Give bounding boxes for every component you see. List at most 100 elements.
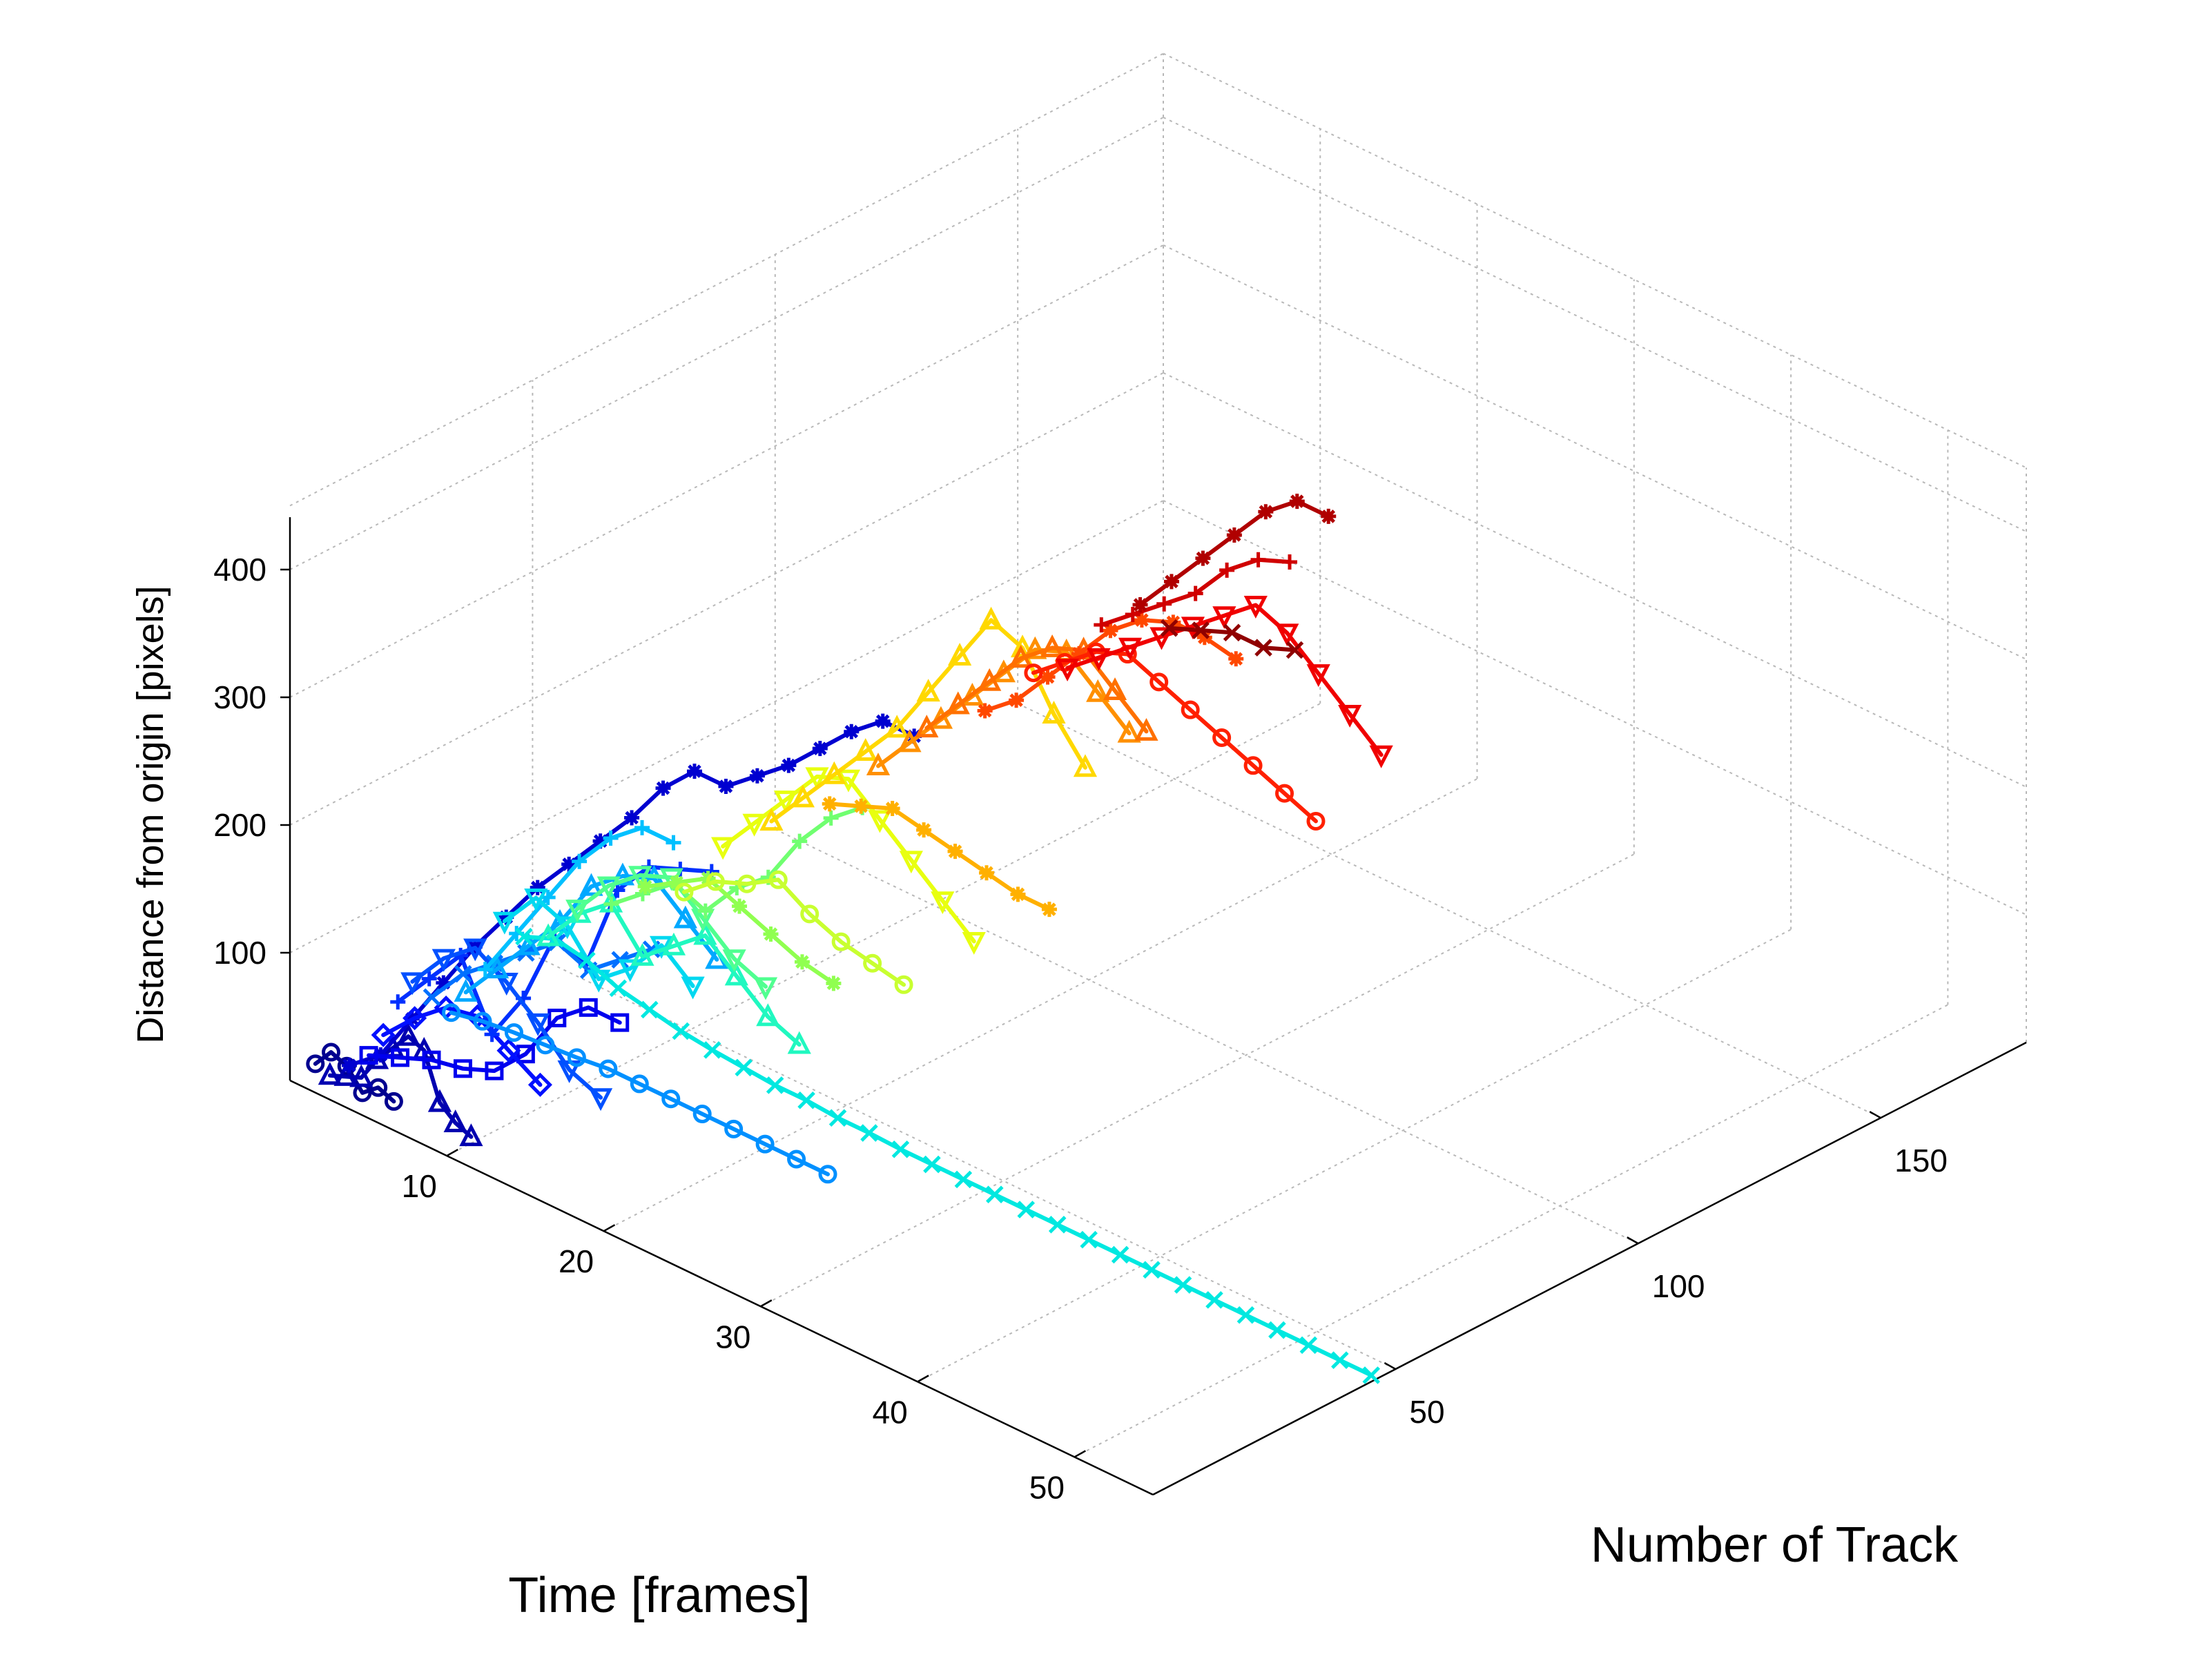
data-point-marker: [477, 962, 493, 978]
x-tick-label: 50: [1029, 1469, 1065, 1505]
data-point-marker: [1187, 585, 1203, 601]
data-point-marker: [800, 904, 819, 924]
data-point-marker: [634, 819, 650, 835]
data-point-marker: [565, 900, 590, 923]
data-point-marker: [1094, 617, 1109, 633]
data-point-marker: [1174, 1276, 1192, 1294]
data-point-marker: [792, 833, 808, 849]
data-point-marker: [641, 1000, 659, 1019]
data-point-marker: [610, 862, 635, 886]
data-point-marker: [1040, 634, 1065, 657]
grid-line-x: [603, 778, 1478, 1232]
data-point-marker: [1250, 552, 1266, 567]
series-track-108: [822, 796, 1057, 918]
data-point-marker: [675, 882, 694, 902]
data-point-marker: [1362, 1366, 1381, 1384]
data-point-marker: [1134, 612, 1149, 628]
data-point-marker: [526, 1013, 550, 1036]
x-tick-mark: [446, 1149, 458, 1157]
data-point-marker: [954, 1170, 973, 1189]
data-point-marker: [1042, 701, 1066, 724]
data-point-marker: [561, 856, 577, 872]
data-point-marker: [1023, 636, 1047, 659]
data-point-marker: [1055, 659, 1080, 682]
data-point-marker: [516, 932, 541, 955]
data-point-marker: [737, 874, 757, 893]
data-point-marker: [484, 1027, 500, 1042]
data-point-marker: [1073, 754, 1098, 777]
data-point-marker: [527, 1072, 552, 1097]
data-point-marker: [1258, 504, 1274, 520]
data-point-marker: [787, 1149, 806, 1169]
series-track-178: [1160, 619, 1304, 659]
data-point-marker: [1299, 1336, 1318, 1355]
data-point-marker: [916, 822, 932, 838]
grid-line-y: [775, 828, 1639, 1245]
data-point-marker: [1243, 596, 1268, 619]
data-series: [306, 494, 1393, 1384]
data-point-marker: [371, 1022, 396, 1047]
data-point-marker: [822, 796, 837, 812]
data-point-marker: [427, 1089, 452, 1112]
data-point-marker: [666, 835, 681, 851]
data-point-marker: [884, 801, 900, 817]
grid-line-x: [760, 853, 1635, 1308]
data-point-marker: [1223, 623, 1241, 642]
data-point-marker: [609, 979, 628, 998]
data-point-marker: [396, 1022, 420, 1046]
axis-titles: Distance from origin [pixels] Time [fram…: [130, 585, 1959, 1623]
data-point-marker: [1017, 1201, 1036, 1219]
data-point-marker: [710, 837, 735, 860]
grid-line-x: [446, 703, 1321, 1156]
series-line: [546, 901, 802, 1047]
series-track-150: [1024, 642, 1326, 831]
data-point-marker: [768, 870, 788, 889]
data-point-marker: [1196, 630, 1212, 646]
data-point-marker: [1080, 1230, 1098, 1249]
data-point-marker: [836, 769, 861, 793]
data-point-marker: [1289, 494, 1305, 510]
data-point-marker: [1306, 811, 1326, 831]
data-point-marker: [306, 1054, 325, 1074]
x-tick-label: 40: [873, 1394, 908, 1430]
data-point-marker: [724, 1119, 744, 1138]
data-point-marker: [1195, 550, 1211, 566]
data-point-marker: [453, 1059, 472, 1078]
series-line: [521, 934, 1374, 1377]
data-point-marker: [894, 975, 913, 994]
data-point-marker: [986, 1185, 1004, 1203]
series-track-86: [710, 767, 986, 955]
series-line: [1138, 499, 1331, 608]
data-point-marker: [504, 1023, 523, 1042]
z-tick-label: 300: [213, 679, 266, 715]
data-point-marker: [496, 1038, 521, 1063]
data-point-marker: [1226, 527, 1242, 543]
data-point-marker: [454, 964, 472, 983]
data-point-marker: [866, 753, 891, 776]
data-point-marker: [596, 876, 621, 900]
data-point-marker: [618, 959, 642, 982]
series-line: [643, 876, 836, 986]
x-tick-mark: [603, 1224, 616, 1232]
data-point-marker: [693, 922, 717, 945]
data-point-marker: [1117, 719, 1141, 743]
x-tick-mark: [760, 1299, 773, 1308]
data-point-marker: [402, 1006, 427, 1031]
data-point-marker: [1268, 1321, 1286, 1339]
series-line: [609, 805, 865, 913]
data-point-marker: [1041, 902, 1057, 918]
data-point-marker: [794, 954, 810, 970]
data-point-marker: [906, 728, 922, 744]
data-point-marker: [1040, 669, 1056, 685]
data-point-marker: [812, 741, 828, 757]
data-point-marker: [473, 1011, 492, 1031]
data-point-marker: [822, 761, 846, 784]
series-line: [410, 945, 603, 1100]
data-point-marker: [442, 1003, 461, 1022]
data-point-marker: [978, 668, 1002, 691]
data-point-marker: [1071, 646, 1087, 661]
data-point-marker: [630, 1074, 649, 1094]
data-point-marker: [790, 784, 815, 808]
data-point-marker: [1212, 606, 1236, 630]
data-point-marker: [572, 853, 588, 869]
